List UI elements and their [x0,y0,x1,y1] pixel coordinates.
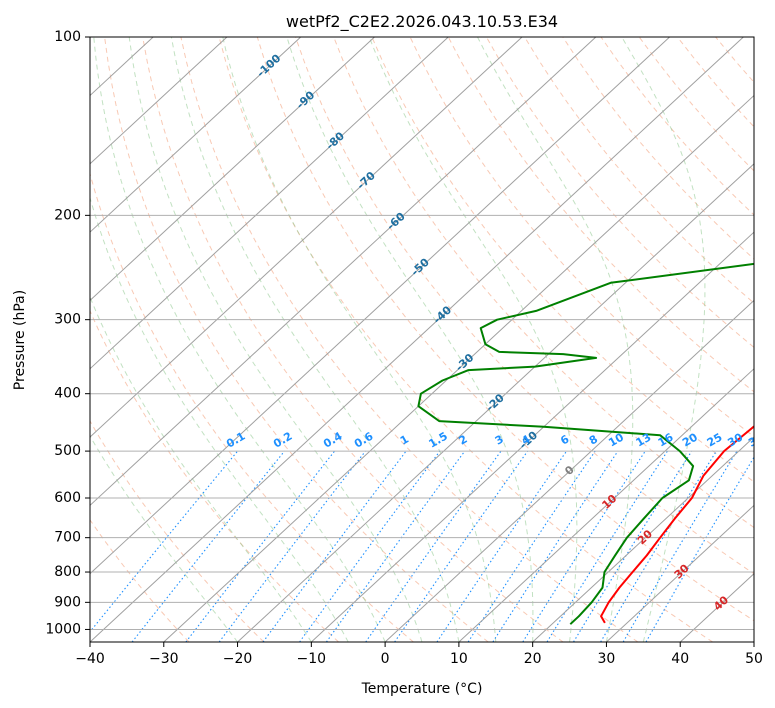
x-tick-label: 0 [381,651,390,667]
dry-adiabat-line [256,37,754,622]
mixing-ratio-line [365,450,502,642]
background-lines [90,37,754,642]
dry-adiabat-line [90,309,339,642]
moist-adiabat-line [93,37,386,642]
plot-area [90,37,754,642]
x-tick-label: −40 [75,651,105,667]
mixing-ratio-line [436,450,568,642]
mixing-ratio-line [90,450,239,633]
dry-adiabat-line [142,37,564,642]
x-tick-label: −20 [223,651,253,667]
moist-adiabat-line [90,196,349,642]
y-tick-label: 300 [54,312,81,328]
mixing-ratio-line [325,450,466,642]
mixing-ratio-line [262,450,407,642]
temperature-profile-line [600,425,754,624]
y-tick-label: 400 [54,386,81,402]
moist-adiabat-line [90,435,238,642]
y-tick-label: 500 [54,443,81,459]
isotherm-line [90,37,597,507]
x-axis-ticks: −40 −30 −20 −10 0 10 20 30 40 50 [75,642,763,667]
dry-adiabat-line [180,37,639,642]
y-axis-title: Pressure (hPa) [12,290,28,390]
y-tick-label: 100 [54,29,81,45]
x-tick-label: 40 [671,651,689,667]
dry-adiabat-line [524,37,754,304]
y-tick-label: 900 [54,594,81,610]
x-tick-label: −10 [297,651,327,667]
mixing-ratio-line [600,450,717,642]
moist-adiabat-line [477,37,634,642]
chart-title: wetPf2_C2E2.2026.043.10.53.E34 [286,12,558,32]
isotherm-line [532,436,754,642]
x-tick-label: −30 [149,651,179,667]
dry-adiabat-line [295,37,754,575]
dry-adiabat-line [485,37,754,348]
x-tick-label: 20 [524,651,542,667]
dry-adiabat-line [371,37,754,483]
isotherm-line [458,368,754,642]
dry-adiabat-line [90,519,190,642]
x-tick-label: 10 [450,651,468,667]
y-tick-label: 200 [54,207,81,223]
dry-adiabat-line [218,37,713,642]
isotherm-line [90,37,228,165]
x-tick-label: 50 [745,651,763,667]
isotherm-line [90,37,670,575]
dewpoint-profile-line [417,262,754,625]
isotherm-line [90,37,375,302]
y-tick-label: 700 [54,530,81,546]
isotherm-line [90,37,523,438]
isotherm-line [310,231,754,642]
isotherm-line [237,163,754,642]
moist-adiabat-line [128,37,423,642]
mixing-ratio-line [467,450,596,642]
dry-adiabat-line [90,420,265,642]
moist-adiabat-line [170,37,460,642]
isotherm-line [163,94,754,642]
y-tick-label: 800 [54,564,81,580]
isotherm-line [90,37,744,642]
dry-adiabat-line [104,37,489,642]
x-tick-label: 30 [598,651,616,667]
moist-adiabat-line [368,37,578,642]
dry-adiabat-line [333,37,754,529]
y-tick-label: 1000 [45,621,81,637]
profiles [417,262,754,625]
mixing-ratio-line [299,450,441,642]
isotherm-line [606,504,754,642]
plot-frame [89,36,755,643]
mixing-ratio-label: 36 [746,430,766,449]
y-tick-label: 600 [54,490,81,506]
moist-adiabat-line [286,37,534,642]
isotherm-line [384,299,754,642]
x-axis-title: Temperature (°C) [361,681,483,697]
y-axis-ticks: 1000 900 800 700 600 500 400 300 200 100 [45,29,90,637]
moist-adiabat-line [90,295,312,642]
mixing-ratio-line [218,450,366,642]
isotherm-line [90,37,449,370]
isotherm-line [90,37,302,233]
mixing-ratio-line [573,450,693,642]
mixing-ratio-line [522,450,646,642]
